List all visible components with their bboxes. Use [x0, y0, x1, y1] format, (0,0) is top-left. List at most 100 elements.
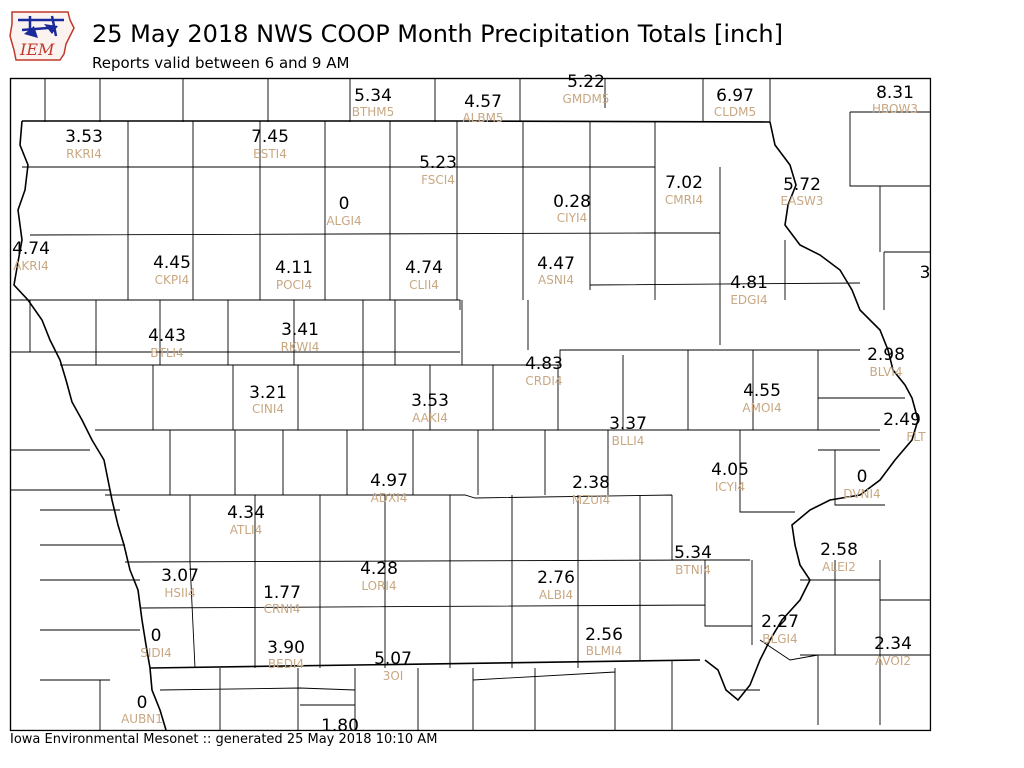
- station-id: ICYI4: [715, 480, 745, 494]
- station-id: ALBM5: [462, 111, 503, 125]
- precip-value: 4.55: [743, 381, 781, 401]
- station-id: BTNI4: [675, 563, 711, 577]
- precip-value: 4.05: [711, 460, 749, 480]
- precip-value: 4.83: [525, 354, 563, 374]
- precip-value: 7.02: [665, 173, 703, 193]
- precip-value: 4.81: [730, 273, 768, 293]
- station-id: HBOW3: [872, 102, 918, 116]
- precip-value: 5.23: [419, 153, 457, 173]
- precip-value: 6.97: [716, 86, 754, 106]
- station-id: ESTI4: [253, 147, 287, 161]
- station-id: BEDI4: [268, 657, 304, 671]
- precip-value: 0: [151, 626, 162, 646]
- precip-value: 3.41: [281, 320, 319, 340]
- precip-value: 2.98: [867, 345, 905, 365]
- station-id: POCI4: [276, 278, 312, 292]
- precip-value: 5.34: [674, 543, 712, 563]
- precip-value: 5.34: [354, 86, 392, 106]
- station-id: RKRI4: [66, 147, 102, 161]
- station-id: SIDI4: [140, 646, 172, 660]
- station-id: CINI4: [252, 402, 284, 416]
- station-id: AAKI4: [412, 411, 448, 425]
- station-id: GMDM5: [563, 92, 610, 106]
- precip-value: 3.37: [609, 414, 647, 434]
- map-subtitle: Reports valid between 6 and 9 AM: [92, 54, 350, 72]
- precip-value: 0.28: [553, 192, 591, 212]
- precip-value: 4.97: [370, 471, 408, 491]
- station-id: DVNI4: [843, 487, 880, 501]
- station-id: FSCI4: [421, 173, 455, 187]
- station-id: CRNI4: [264, 602, 301, 616]
- station-id: CLDM5: [714, 105, 756, 119]
- precip-value: 5.22: [567, 72, 605, 92]
- precip-value: 0: [339, 194, 350, 214]
- precip-value: 3.21: [249, 383, 287, 403]
- precip-value: 2.34: [874, 634, 912, 654]
- station-id: EASW3: [781, 194, 824, 208]
- footer-credit: Iowa Environmental Mesonet :: generated …: [10, 732, 438, 747]
- station-id: ALBI4: [539, 588, 573, 602]
- station-id: CRDI4: [525, 374, 562, 388]
- precip-value: 3.07: [161, 566, 199, 586]
- station-id: AUBN1: [121, 712, 163, 726]
- station-id: AVOI2: [875, 654, 911, 668]
- logo-text: IEM: [19, 40, 55, 59]
- station-id: FLT: [906, 430, 926, 444]
- station-id: CKPI4: [155, 273, 190, 287]
- station-id: EDGI4: [730, 293, 767, 307]
- precip-value: 4.74: [12, 239, 50, 259]
- precip-value: 2.58: [820, 540, 858, 560]
- precip-value: 2.76: [537, 568, 575, 588]
- station-id: LORI4: [361, 579, 396, 593]
- precip-value: 5.72: [783, 175, 821, 195]
- precip-value: 5.07: [374, 649, 412, 669]
- precip-value: 0: [137, 693, 148, 713]
- precip-value: 4.34: [227, 503, 265, 523]
- station-id: 3OI: [383, 669, 404, 683]
- precip-value: 4.43: [148, 326, 186, 346]
- county-boundaries: [10, 78, 930, 731]
- precip-value: 2.49: [883, 410, 921, 430]
- map-title: 25 May 2018 NWS COOP Month Precipitation…: [92, 20, 783, 48]
- station-id: ADXI4: [371, 491, 408, 505]
- precip-value: 2.27: [761, 612, 799, 632]
- iem-logo: IEM: [9, 11, 75, 61]
- precip-value: 4.28: [360, 559, 398, 579]
- station-id: BTHM5: [352, 105, 395, 119]
- precip-value: 3: [920, 263, 931, 283]
